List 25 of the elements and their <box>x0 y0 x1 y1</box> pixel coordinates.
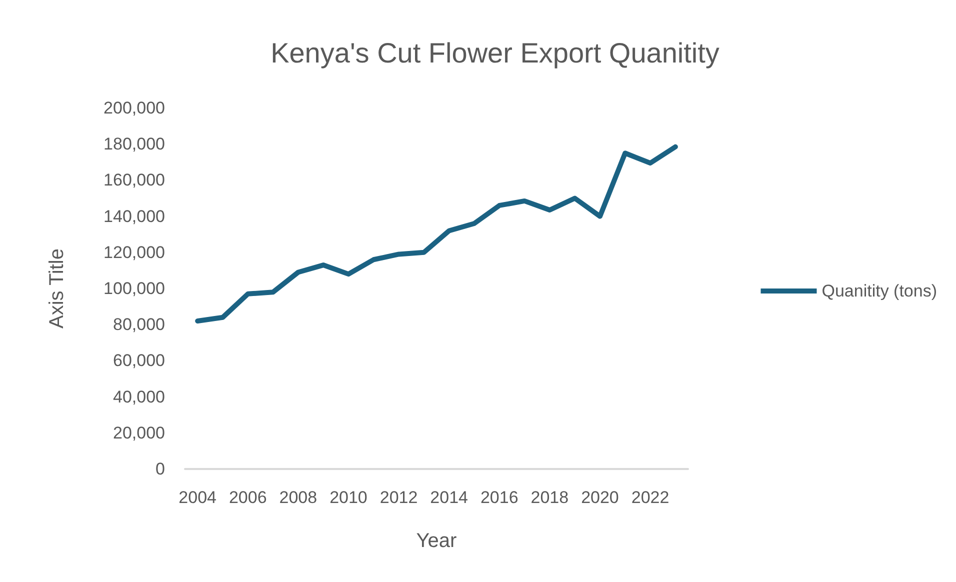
x-tick-label: 2016 <box>480 488 518 507</box>
y-axis-title: Axis Title <box>46 248 68 329</box>
y-tick-label: 60,000 <box>113 351 165 370</box>
y-tick-label: 80,000 <box>113 315 165 334</box>
chart-title: Kenya's Cut Flower Export Quanitity <box>270 38 720 68</box>
y-tick-label: 20,000 <box>113 423 165 442</box>
y-tick-label: 40,000 <box>113 387 165 406</box>
y-tick-label: 120,000 <box>104 242 165 262</box>
x-tick-label: 2004 <box>178 488 216 507</box>
y-tick-label: 160,000 <box>104 170 165 190</box>
x-axis-title: Year <box>416 530 458 552</box>
x-tick-label: 2006 <box>228 488 267 507</box>
x-tick-label: 2010 <box>330 488 368 507</box>
y-tick-label: 200,000 <box>104 98 165 118</box>
x-tick-label: 2020 <box>581 488 619 507</box>
legend-label: Quanitity (tons) <box>822 282 937 300</box>
x-tick-label: 2022 <box>631 488 670 507</box>
x-tick-label: 2012 <box>380 488 418 507</box>
x-tick-label: 2014 <box>430 488 468 507</box>
y-tick-label: 0 <box>156 460 165 478</box>
x-tick-label: 2008 <box>279 488 318 507</box>
y-tick-label: 180,000 <box>104 134 165 154</box>
y-tick-label: 140,000 <box>104 206 165 226</box>
x-tick-label: 2018 <box>530 488 569 507</box>
y-tick-label: 100,000 <box>104 279 165 298</box>
